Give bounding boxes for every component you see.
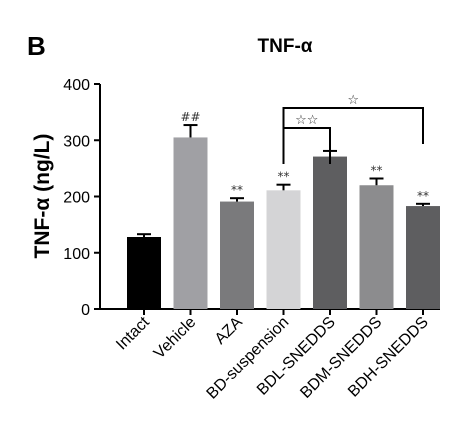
significance-label: **: [371, 164, 383, 178]
significance-label: **: [231, 183, 243, 197]
x-tick-label: Vehicle: [151, 314, 200, 363]
y-tick-label: 200: [63, 190, 90, 207]
significance-label: ##: [180, 110, 200, 124]
y-axis-label: TNF-α (ng/L): [31, 134, 54, 259]
x-tick-label: BD-suspension: [204, 314, 293, 403]
significance-label: **: [278, 170, 290, 184]
chart-title: TNF-α: [258, 36, 313, 57]
y-tick-label: 100: [63, 246, 90, 263]
panel-label: B: [27, 31, 46, 61]
bar: [313, 156, 347, 309]
bar: [266, 190, 301, 309]
significance-label: **: [417, 189, 429, 203]
comparison-bracket: [282, 127, 331, 164]
comparison-bracket: [282, 107, 424, 144]
bar: [173, 137, 208, 309]
bar: [406, 206, 440, 309]
y-tick-label: 400: [63, 77, 90, 94]
comparison-label: ☆☆: [295, 113, 318, 128]
x-tick-label: BDM-SNEDDS: [297, 314, 385, 402]
x-tick-label: AZA: [212, 314, 246, 348]
comparison-label: ☆: [347, 93, 359, 108]
bar: [220, 201, 254, 309]
y-tick-label: 300: [63, 133, 90, 150]
x-tick-label: BDH-SNEDDS: [345, 314, 432, 401]
y-tick-label: 0: [81, 302, 90, 319]
x-tick-label: Intact: [113, 313, 153, 353]
bar: [127, 237, 161, 309]
bar: [359, 185, 394, 309]
